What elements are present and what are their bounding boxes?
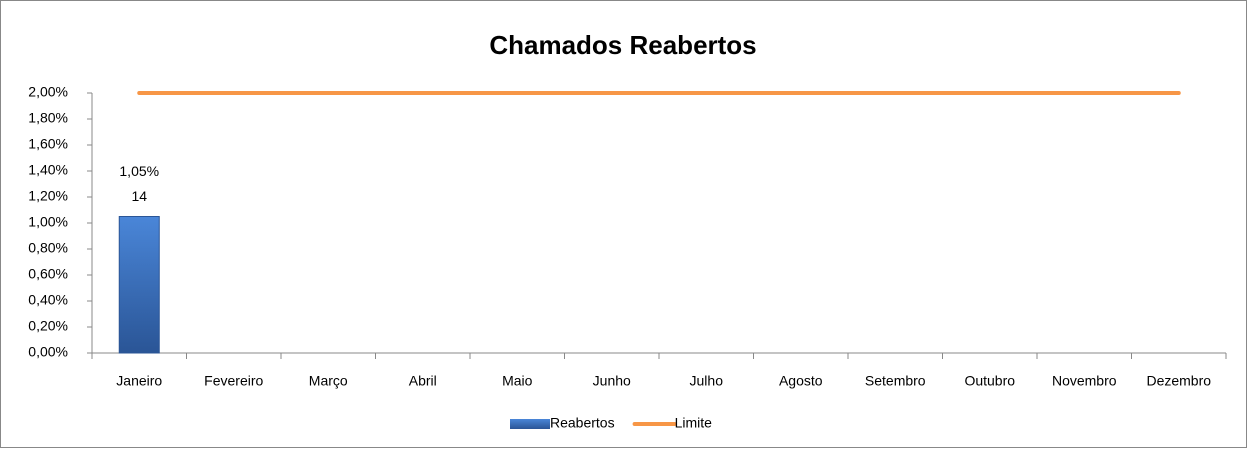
y-tick-label: 1,60%: [28, 136, 68, 152]
y-tick-label: 1,40%: [28, 162, 68, 178]
y-tick-label: 2,00%: [28, 84, 68, 100]
x-tick-label: Julho: [690, 373, 724, 389]
data-label: 1,05%: [119, 163, 159, 179]
x-tick-label: Dezembro: [1146, 373, 1211, 389]
x-tick-label: Fevereiro: [204, 373, 263, 389]
legend-label: Reabertos: [550, 415, 615, 431]
chart-title: Chamados Reabertos: [489, 30, 756, 60]
y-tick-label: 0,60%: [28, 266, 68, 282]
bar: [118, 216, 160, 354]
y-tick-label: 0,20%: [28, 318, 68, 334]
x-tick-label: Agosto: [779, 373, 823, 389]
y-tick-label: 1,20%: [28, 188, 68, 204]
data-count-label: 14: [131, 188, 147, 204]
legend-swatch: [510, 419, 550, 429]
x-tick-label: Maio: [502, 373, 533, 389]
y-tick-label: 0,40%: [28, 292, 68, 308]
legend-label: Limite: [675, 415, 713, 431]
x-tick-label: Junho: [593, 373, 631, 389]
x-tick-label: Janeiro: [116, 373, 162, 389]
y-tick-label: 1,00%: [28, 214, 68, 230]
x-tick-label: Novembro: [1052, 373, 1117, 389]
y-tick-label: 0,80%: [28, 240, 68, 256]
x-tick-label: Março: [309, 373, 348, 389]
y-tick-label: 1,80%: [28, 110, 68, 126]
x-tick-label: Abril: [409, 373, 437, 389]
x-tick-label: Outubro: [964, 373, 1015, 389]
x-tick-label: Setembro: [865, 373, 926, 389]
y-tick-label: 0,00%: [28, 344, 68, 360]
